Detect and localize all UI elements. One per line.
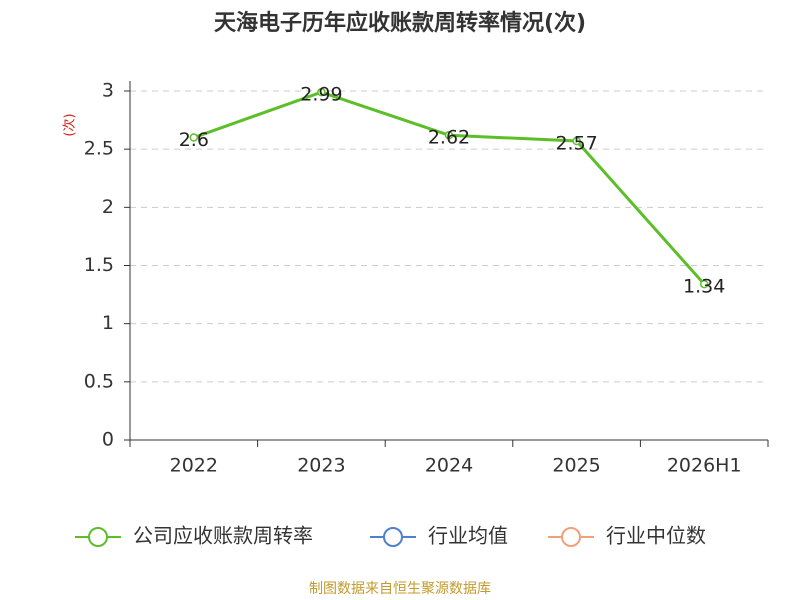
y-axis-label: (次) xyxy=(62,113,78,136)
x-tick-label: 2022 xyxy=(170,455,218,477)
legend-label: 公司应收账款周转率 xyxy=(133,524,313,548)
data-point xyxy=(444,130,454,140)
data-label: 2.99 xyxy=(300,84,342,106)
legend-swatch-marker xyxy=(561,527,581,547)
x-tick-label: 2026H1 xyxy=(667,455,742,477)
y-tick-label: 3 xyxy=(102,80,114,102)
data-label: 1.34 xyxy=(683,276,725,298)
data-point xyxy=(317,87,326,97)
y-tick-label: 2.5 xyxy=(84,138,114,160)
data-point xyxy=(572,136,581,146)
data-point xyxy=(189,133,199,142)
legend-label: 行业均值 xyxy=(428,524,508,548)
y-tick-label: 1.5 xyxy=(84,254,114,276)
legend-swatch-marker xyxy=(88,527,108,547)
y-tick-label: 2 xyxy=(102,196,114,218)
y-tick-label: 0 xyxy=(102,429,114,451)
data-label: 2.6 xyxy=(179,129,209,151)
legend-swatch-marker xyxy=(383,527,403,547)
x-tick-label: 2024 xyxy=(425,455,473,477)
y-tick-label: 0.5 xyxy=(84,370,114,392)
series-line xyxy=(193,90,706,286)
legend-label: 行业中位数 xyxy=(606,524,706,548)
y-tick-label: 1 xyxy=(102,312,114,334)
data-point xyxy=(699,279,709,289)
source-note: 制图数据来自恒生聚源数据库 xyxy=(309,581,491,597)
chart-title: 天海电子历年应收账款周转率情况(次) xyxy=(214,10,586,36)
x-tick-label: 2023 xyxy=(297,455,345,477)
x-tick-label: 2025 xyxy=(552,455,600,477)
data-label: 2.62 xyxy=(428,127,470,149)
data-label: 2.57 xyxy=(555,133,597,155)
